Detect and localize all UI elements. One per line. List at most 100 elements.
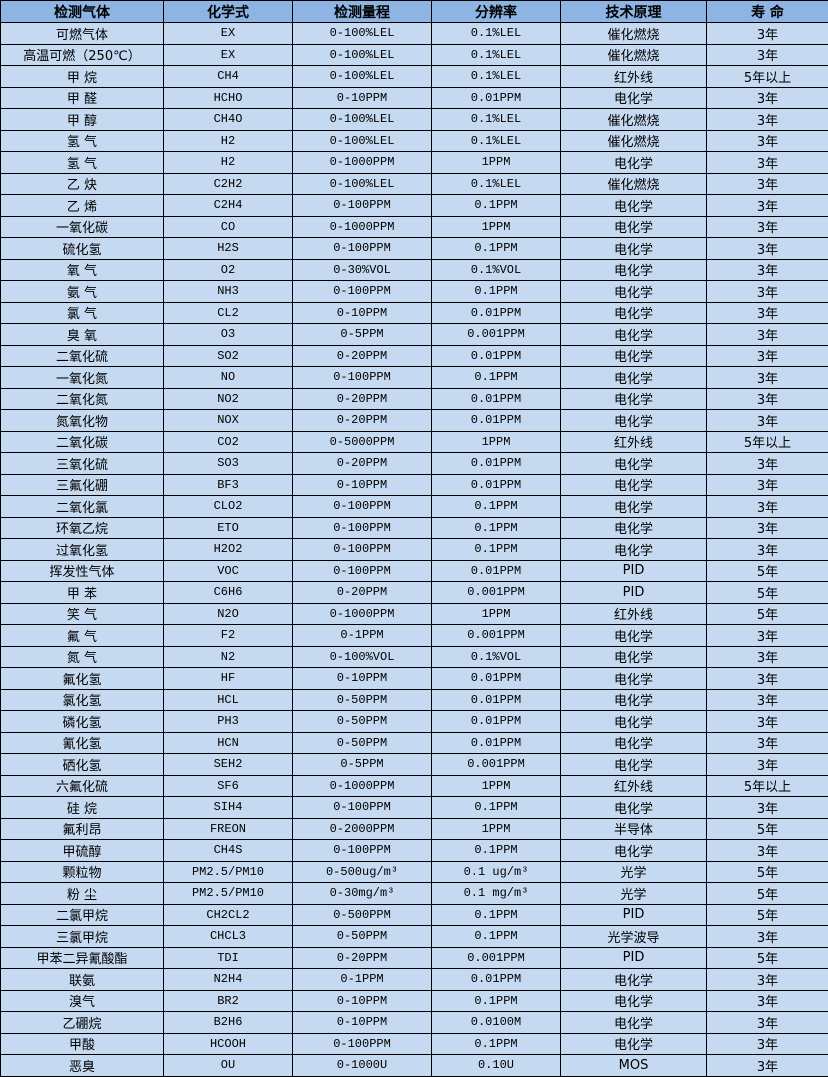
cell-resolution: 0.001PPM [432,754,561,776]
cell-resolution: 0.01PPM [432,560,561,582]
cell-gas-name: 恶臭 [1,1055,164,1077]
cell-resolution: 0.1PPM [432,517,561,539]
cell-gas-name: 溴气 [1,990,164,1012]
cell-range: 0-1000PPM [293,152,432,174]
cell-principle: 半导体 [561,818,707,840]
cell-resolution: 1PPM [432,818,561,840]
cell-resolution: 0.01PPM [432,388,561,410]
cell-resolution: 0.001PPM [432,324,561,346]
cell-resolution: 0.1PPM [432,840,561,862]
cell-lifetime: 3年 [707,969,828,991]
cell-resolution: 0.10U [432,1055,561,1077]
cell-range: 0-100PPM [293,797,432,819]
cell-gas-name: 氨 气 [1,281,164,303]
cell-lifetime: 3年 [707,302,828,324]
cell-formula: EX [164,23,293,45]
cell-principle: 电化学 [561,238,707,260]
cell-formula: H2O2 [164,539,293,561]
header-gas-name: 检测气体 [1,1,164,23]
cell-formula: CHCL3 [164,926,293,948]
cell-principle: 催化燃烧 [561,130,707,152]
cell-range: 0-100PPM [293,195,432,217]
cell-gas-name: 一氧化碳 [1,216,164,238]
cell-formula: H2S [164,238,293,260]
cell-formula: NO [164,367,293,389]
cell-gas-name: 甲酸 [1,1033,164,1055]
cell-formula: HCOOH [164,1033,293,1055]
cell-formula: NO2 [164,388,293,410]
cell-gas-name: 氢 气 [1,152,164,174]
cell-gas-name: 颗粒物 [1,861,164,883]
cell-formula: CH4 [164,66,293,88]
cell-resolution: 0.1PPM [432,797,561,819]
cell-range: 0-100%LEL [293,173,432,195]
cell-formula: NH3 [164,281,293,303]
cell-range: 0-100PPM [293,840,432,862]
cell-formula: BF3 [164,474,293,496]
cell-gas-name: 甲硫醇 [1,840,164,862]
cell-range: 0-1000PPM [293,603,432,625]
cell-principle: 催化燃烧 [561,23,707,45]
cell-range: 0-5000PPM [293,431,432,453]
cell-resolution: 0.1PPM [432,904,561,926]
cell-principle: 电化学 [561,496,707,518]
cell-range: 0-1PPM [293,625,432,647]
cell-gas-name: 可燃气体 [1,23,164,45]
cell-range: 0-30%VOL [293,259,432,281]
cell-principle: MOS [561,1055,707,1077]
cell-gas-name: 过氧化氢 [1,539,164,561]
cell-principle: 电化学 [561,625,707,647]
cell-formula: N2 [164,646,293,668]
cell-resolution: 1PPM [432,152,561,174]
cell-gas-name: 二氯甲烷 [1,904,164,926]
cell-range: 0-20PPM [293,947,432,969]
cell-resolution: 0.1%LEL [432,130,561,152]
cell-principle: 催化燃烧 [561,44,707,66]
cell-lifetime: 3年 [707,926,828,948]
cell-gas-name: 硒化氢 [1,754,164,776]
cell-lifetime: 5年 [707,883,828,905]
cell-principle: 电化学 [561,367,707,389]
cell-lifetime: 3年 [707,474,828,496]
cell-gas-name: 环氧乙烷 [1,517,164,539]
cell-principle: 电化学 [561,711,707,733]
cell-formula: SIH4 [164,797,293,819]
cell-lifetime: 3年 [707,689,828,711]
cell-lifetime: 3年 [707,238,828,260]
cell-range: 0-10PPM [293,990,432,1012]
cell-resolution: 0.1%LEL [432,66,561,88]
cell-formula: SF6 [164,775,293,797]
cell-gas-name: 高温可燃（250℃） [1,44,164,66]
cell-formula: F2 [164,625,293,647]
cell-resolution: 0.1PPM [432,195,561,217]
cell-resolution: 0.1PPM [432,539,561,561]
cell-lifetime: 5年 [707,947,828,969]
cell-lifetime: 3年 [707,410,828,432]
cell-gas-name: 二氧化碳 [1,431,164,453]
cell-principle: 电化学 [561,732,707,754]
cell-principle: 电化学 [561,195,707,217]
cell-principle: 电化学 [561,689,707,711]
cell-formula: PH3 [164,711,293,733]
cell-gas-name: 六氟化硫 [1,775,164,797]
cell-principle: 红外线 [561,431,707,453]
cell-principle: 红外线 [561,775,707,797]
